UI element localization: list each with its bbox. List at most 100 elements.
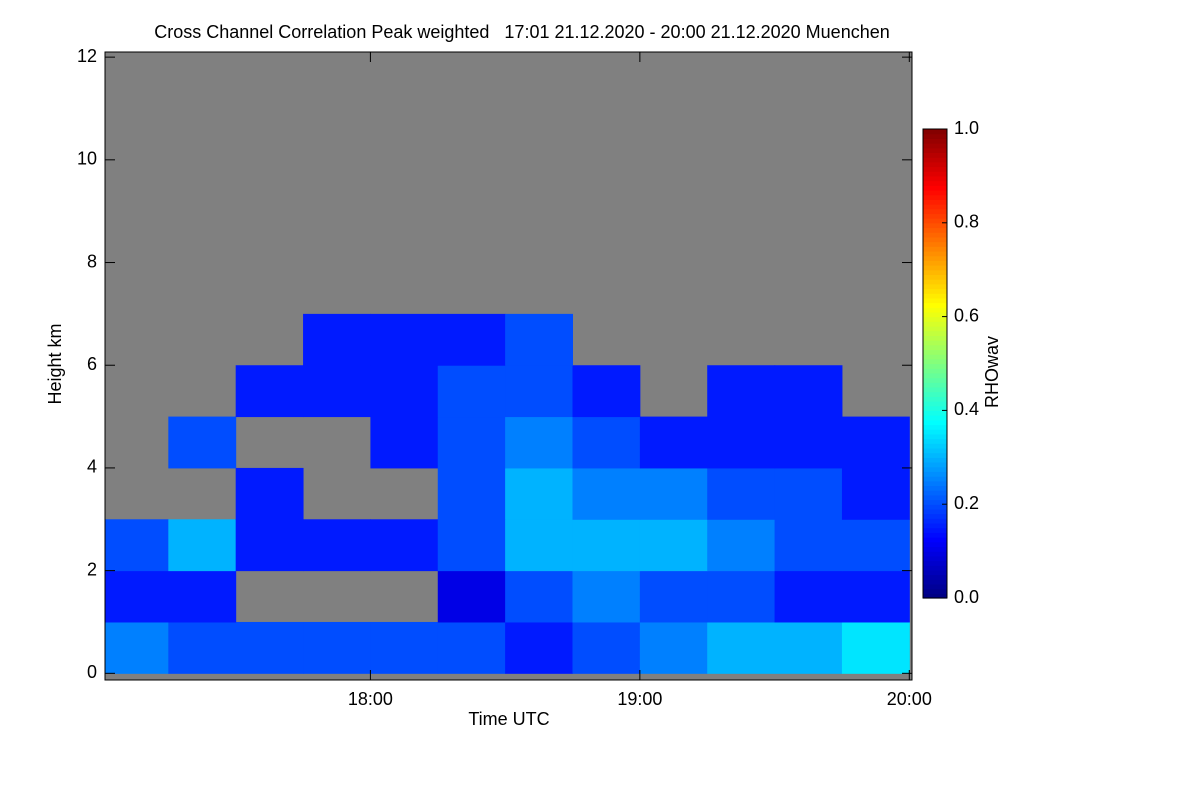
colorbar-tick-label: 0.2 (954, 493, 979, 513)
colorbar-swatch (923, 579, 947, 585)
colorbar-swatch (923, 513, 947, 519)
colorbar-tick-label: 0.8 (954, 212, 979, 232)
colorbar-tick-label: 0.4 (954, 399, 979, 419)
heatmap-cell (168, 570, 237, 623)
heatmap-cell (505, 621, 573, 674)
heatmap-cell (774, 467, 843, 520)
colorbar-swatch (923, 588, 947, 594)
colorbar-swatch (923, 175, 947, 182)
heatmap-cell (505, 570, 573, 623)
heatmap-cell (437, 365, 506, 418)
y-tick-label: 6 (87, 354, 97, 374)
colorbar-swatch (923, 246, 947, 252)
colorbar-swatch (923, 297, 947, 304)
colorbar-swatch (923, 480, 947, 487)
colorbar-tick-label: 0.6 (954, 305, 979, 325)
colorbar-swatch (923, 541, 947, 548)
colorbar-swatch (923, 204, 947, 210)
colorbar-swatch (923, 429, 947, 435)
colorbar-swatch (923, 171, 947, 177)
colorbar-swatch (923, 288, 947, 294)
heatmap-cell (370, 621, 439, 674)
colorbar-swatch (923, 372, 947, 379)
colorbar-swatch (923, 232, 947, 238)
heatmap-cell (774, 621, 843, 674)
colorbar-swatch (923, 161, 947, 168)
heatmap-cell (505, 519, 573, 572)
colorbar-tick-label: 1.0 (954, 118, 979, 138)
colorbar-swatch (923, 593, 947, 599)
colorbar-swatch (923, 354, 947, 360)
colorbar-swatch (923, 260, 947, 266)
colorbar-swatch (923, 504, 947, 510)
heatmap-cell (639, 467, 708, 520)
heatmap-cell (572, 519, 641, 572)
colorbar-swatch (923, 377, 947, 383)
heatmap-cell (303, 313, 371, 366)
colorbar-swatch (923, 180, 947, 186)
heatmap-cell (841, 621, 910, 674)
colorbar-swatch (923, 236, 947, 243)
heatmap-cell (505, 365, 573, 418)
colorbar-frame (922, 128, 948, 599)
heatmap-cell (707, 519, 776, 572)
colorbar-swatch (923, 335, 947, 341)
heatmap-cell (572, 416, 641, 469)
heatmap-cell (105, 570, 169, 623)
colorbar-swatch (923, 199, 947, 205)
heatmap-cell (168, 519, 237, 572)
colorbar-swatch (923, 344, 947, 351)
y-tick-label: 10 (77, 149, 97, 169)
heatmap-cell (370, 365, 439, 418)
heatmap-cell (303, 519, 371, 572)
heatmap-cell (774, 416, 843, 469)
colorbar-label: RHOwav (982, 336, 1002, 408)
colorbar-swatch (923, 555, 947, 562)
x-tick-label: 20:00 (887, 689, 932, 709)
heatmap-cell (437, 570, 506, 623)
heatmap-cell (505, 467, 573, 520)
heatmap-cell (370, 416, 439, 469)
colorbar-swatch (923, 443, 947, 449)
colorbar-swatch (923, 222, 947, 229)
colorbar-swatch (923, 250, 947, 257)
colorbar-swatch (923, 213, 947, 219)
colorbar-swatch (923, 340, 947, 346)
colorbar-swatch (923, 147, 947, 154)
heatmap-cell (841, 570, 910, 623)
colorbar-tick-label: 0.0 (954, 587, 979, 607)
x-tick-label: 18:00 (348, 689, 393, 709)
heatmap-cell (303, 621, 371, 674)
y-tick-label: 8 (87, 251, 97, 271)
heatmap-cell (707, 467, 776, 520)
colorbar-swatch (923, 490, 947, 496)
colorbar-swatch (923, 227, 947, 233)
colorbar-swatch (923, 382, 947, 388)
colorbar-swatch (923, 129, 947, 135)
colorbar-swatch (923, 471, 947, 477)
heatmap-cell (437, 467, 506, 520)
colorbar-swatch (923, 330, 947, 336)
colorbar-swatch (923, 569, 947, 576)
colorbar-swatch (923, 279, 947, 285)
colorbar-swatch (923, 157, 947, 163)
heatmap-cell (707, 365, 776, 418)
heatmap-cell (639, 570, 708, 623)
colorbar-swatch (923, 476, 947, 482)
colorbar-swatch (923, 269, 947, 275)
heatmap-cell (105, 519, 169, 572)
colorbar-swatch (923, 447, 947, 454)
heatmap-cell (437, 621, 506, 674)
colorbar-swatch (923, 461, 947, 468)
colorbar-swatch (923, 419, 947, 426)
colorbar-swatch (923, 527, 947, 533)
heatmap-cell (235, 519, 304, 572)
heatmap-cell (841, 519, 910, 572)
colorbar-swatch (923, 410, 947, 416)
colorbar-swatch (923, 401, 947, 407)
heatmap-cell (774, 570, 843, 623)
colorbar-swatch (923, 307, 947, 313)
colorbar-swatch (923, 265, 947, 271)
colorbar-swatch (923, 133, 947, 139)
